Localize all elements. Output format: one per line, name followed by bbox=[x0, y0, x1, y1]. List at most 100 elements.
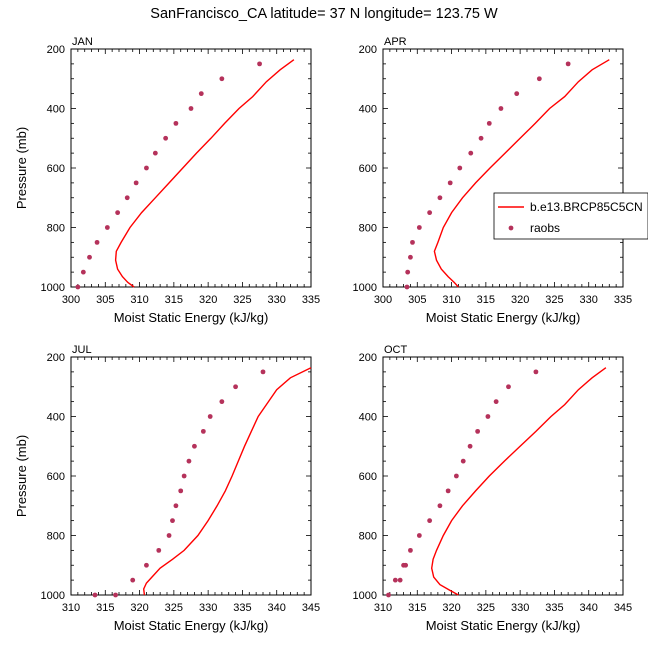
series-line-model bbox=[433, 59, 610, 288]
data-point-raobs bbox=[80, 269, 86, 275]
data-point-raobs bbox=[94, 239, 100, 245]
x-tick-label: 315 bbox=[477, 294, 495, 306]
y-tick-label: 600 bbox=[47, 471, 65, 483]
data-point-raobs bbox=[178, 488, 184, 494]
y-tick-label: 400 bbox=[47, 412, 65, 424]
data-point-raobs bbox=[186, 458, 192, 464]
data-point-raobs bbox=[416, 533, 422, 538]
x-tick-label: 330 bbox=[511, 602, 529, 614]
x-tick-label: 300 bbox=[62, 294, 80, 306]
data-point-raobs bbox=[467, 443, 473, 449]
x-tick-label: 305 bbox=[96, 294, 114, 306]
data-point-raobs bbox=[130, 577, 136, 583]
panel-label-oct: OCT bbox=[384, 344, 408, 356]
data-point-raobs bbox=[427, 210, 433, 216]
data-point-raobs bbox=[144, 165, 149, 171]
x-tick-label: 320 bbox=[130, 602, 148, 614]
data-point-raobs bbox=[437, 195, 443, 201]
y-axis-label: Pressure (mb) bbox=[14, 435, 29, 517]
series-line-model bbox=[142, 367, 312, 596]
x-tick-label: 340 bbox=[580, 602, 598, 614]
x-tick-label: 315 bbox=[408, 602, 426, 614]
data-point-raobs bbox=[404, 284, 410, 290]
y-tick-label: 400 bbox=[359, 104, 377, 116]
legend-label-raobs: raobs bbox=[530, 221, 560, 235]
data-point-raobs bbox=[188, 106, 194, 111]
data-point-raobs bbox=[257, 61, 262, 67]
x-tick-label: 320 bbox=[199, 294, 217, 306]
data-point-raobs bbox=[416, 225, 422, 230]
data-point-raobs bbox=[104, 225, 110, 230]
data-point-raobs bbox=[166, 533, 172, 538]
data-point-raobs bbox=[173, 120, 179, 126]
x-axis-label: Moist Static Energy (kJ/kg) bbox=[426, 310, 581, 325]
y-tick-label: 200 bbox=[359, 352, 377, 364]
data-point-raobs bbox=[198, 91, 204, 97]
data-point-raobs bbox=[408, 254, 413, 260]
y-tick-label: 1000 bbox=[353, 282, 377, 294]
x-tick-label: 340 bbox=[268, 602, 286, 614]
x-tick-label: 310 bbox=[374, 602, 392, 614]
series-line-model bbox=[114, 59, 295, 288]
x-tick-label: 345 bbox=[302, 602, 320, 614]
data-point-raobs bbox=[410, 239, 415, 245]
data-point-raobs bbox=[170, 518, 175, 524]
plot-frame-oct bbox=[382, 356, 624, 596]
data-point-raobs bbox=[87, 254, 92, 260]
data-point-raobs bbox=[460, 458, 466, 464]
x-tick-label: 330 bbox=[268, 294, 286, 306]
x-axis-label: Moist Static Energy (kJ/kg) bbox=[114, 310, 269, 325]
data-point-raobs bbox=[514, 91, 520, 97]
x-tick-label: 320 bbox=[511, 294, 529, 306]
y-tick-label: 800 bbox=[47, 531, 65, 543]
plot-frame-jan bbox=[70, 48, 312, 288]
y-axis-label: Pressure (mb) bbox=[14, 127, 29, 209]
data-point-raobs bbox=[401, 562, 406, 568]
y-tick-label: 600 bbox=[359, 163, 377, 175]
data-point-raobs bbox=[437, 503, 443, 509]
panel-label-apr: APR bbox=[384, 36, 407, 48]
data-point-raobs bbox=[386, 592, 391, 598]
legend-label-model: b.e13.BRCP85C5CN bbox=[530, 200, 643, 214]
data-point-raobs bbox=[192, 443, 197, 449]
x-tick-label: 310 bbox=[442, 294, 460, 306]
data-point-raobs bbox=[445, 488, 451, 494]
legend-box bbox=[493, 192, 648, 240]
data-point-raobs bbox=[408, 547, 413, 553]
x-tick-label: 315 bbox=[96, 602, 114, 614]
data-point-raobs bbox=[113, 592, 118, 598]
x-tick-label: 310 bbox=[62, 602, 80, 614]
data-point-raobs bbox=[219, 399, 225, 405]
data-point-raobs bbox=[133, 180, 139, 186]
y-tick-label: 400 bbox=[47, 104, 65, 116]
x-tick-label: 330 bbox=[199, 602, 217, 614]
data-point-raobs bbox=[233, 384, 238, 390]
y-tick-label: 1000 bbox=[41, 282, 65, 294]
y-tick-label: 600 bbox=[359, 471, 377, 483]
data-point-raobs bbox=[536, 76, 542, 82]
data-point-raobs bbox=[493, 399, 499, 405]
x-tick-label: 325 bbox=[545, 294, 563, 306]
data-point-raobs bbox=[533, 369, 539, 375]
data-point-raobs bbox=[457, 165, 463, 171]
data-point-raobs bbox=[485, 414, 491, 419]
y-tick-label: 600 bbox=[47, 163, 65, 175]
data-point-raobs bbox=[75, 284, 81, 290]
x-tick-label: 310 bbox=[130, 294, 148, 306]
legend-swatch-marker bbox=[508, 225, 514, 231]
x-tick-label: 315 bbox=[165, 294, 183, 306]
x-tick-label: 335 bbox=[545, 602, 563, 614]
data-point-raobs bbox=[565, 61, 571, 67]
data-point-raobs bbox=[498, 106, 504, 111]
data-point-raobs bbox=[156, 547, 162, 553]
x-tick-label: 335 bbox=[302, 294, 320, 306]
data-point-raobs bbox=[152, 150, 158, 156]
x-tick-label: 305 bbox=[408, 294, 426, 306]
data-point-raobs bbox=[447, 180, 453, 186]
data-point-raobs bbox=[144, 562, 149, 568]
panel-label-jan: JAN bbox=[72, 36, 93, 48]
x-tick-label: 320 bbox=[442, 602, 460, 614]
data-point-raobs bbox=[453, 473, 459, 479]
plot-frame-apr bbox=[382, 48, 624, 288]
data-point-raobs bbox=[115, 210, 121, 216]
